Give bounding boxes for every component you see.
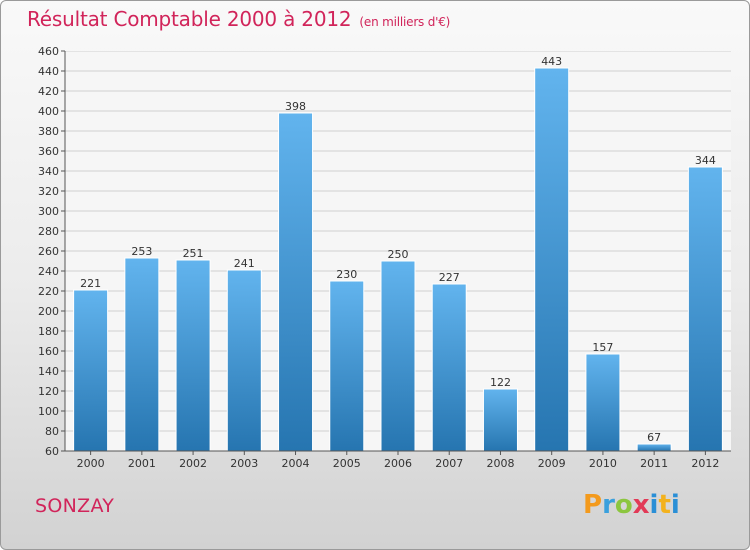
y-tick-label: 420 — [38, 85, 59, 98]
logo-letter-x: x — [632, 490, 650, 520]
data-label-2011: 67 — [647, 431, 661, 444]
data-label-2007: 227 — [439, 271, 460, 284]
y-tick-label: 220 — [38, 285, 59, 298]
bar-2000 — [73, 289, 109, 451]
bar-chart: 221 253 251 241 398 230 250 227 122 443 157 67 344 — [65, 51, 731, 451]
x-tick-label-2000: 2000 — [77, 457, 105, 470]
logo-letter-i2: i — [670, 490, 680, 520]
bar-2007 — [431, 283, 467, 451]
x-tick-label-2001: 2001 — [128, 457, 156, 470]
x-tick-label-2002: 2002 — [179, 457, 207, 470]
y-tick-label: 100 — [38, 405, 59, 418]
data-label-2012: 344 — [695, 154, 716, 167]
logo-letter-r: r — [602, 490, 615, 520]
data-label-2009: 443 — [541, 55, 562, 68]
bar-2011 — [636, 443, 672, 451]
x-tick-label-2007: 2007 — [435, 457, 463, 470]
bar-2002 — [175, 259, 211, 451]
logo-letter-p: P — [583, 490, 603, 520]
y-tick-label: 400 — [38, 105, 59, 118]
data-label-2000: 221 — [80, 277, 101, 290]
y-tick-label: 80 — [45, 425, 59, 438]
y-tick-label: 340 — [38, 165, 59, 178]
x-tick-label-2012: 2012 — [691, 457, 719, 470]
x-tick-label-2003: 2003 — [230, 457, 258, 470]
chart-subtitle: (en milliers d'€) — [359, 15, 451, 29]
data-label-2005: 230 — [336, 268, 357, 281]
bar-2008 — [482, 388, 518, 451]
x-tick-label-2011: 2011 — [640, 457, 668, 470]
y-tick-label: 440 — [38, 65, 59, 78]
x-tick-label-2005: 2005 — [333, 457, 361, 470]
data-label-2002: 251 — [183, 247, 204, 260]
x-tick-label-2004: 2004 — [282, 457, 310, 470]
y-tick-label: 240 — [38, 265, 59, 278]
y-tick-label: 360 — [38, 145, 59, 158]
data-label-2001: 253 — [131, 245, 152, 258]
y-tick-label: 120 — [38, 385, 59, 398]
bar-2009 — [534, 67, 570, 451]
y-tick-label: 280 — [38, 225, 59, 238]
x-tick-label-2006: 2006 — [384, 457, 412, 470]
data-label-2003: 241 — [234, 257, 255, 270]
y-tick-label: 380 — [38, 125, 59, 138]
chart-title-text: Résultat Comptable 2000 à 2012 — [27, 7, 352, 31]
commune-name: SONZAY — [35, 495, 115, 517]
chart-title: Résultat Comptable 2000 à 2012 (en millie… — [27, 7, 450, 31]
x-tick-label-2010: 2010 — [589, 457, 617, 470]
data-label-2006: 250 — [388, 248, 409, 261]
y-tick-label: 200 — [38, 305, 59, 318]
bar-2012 — [687, 166, 723, 451]
y-tick-label: 300 — [38, 205, 59, 218]
bar-2001 — [124, 257, 160, 451]
x-tick-label-2009: 2009 — [538, 457, 566, 470]
data-label-2010: 157 — [592, 341, 613, 354]
y-tick-label: 320 — [38, 185, 59, 198]
x-tick-label-2008: 2008 — [486, 457, 514, 470]
bar-2004 — [278, 112, 314, 451]
data-label-2008: 122 — [490, 376, 511, 389]
bar-2006 — [380, 260, 416, 451]
y-tick-label: 160 — [38, 345, 59, 358]
y-tick-label: 60 — [45, 445, 59, 458]
y-tick-label: 140 — [38, 365, 59, 378]
logo-letter-t: t — [658, 490, 671, 520]
bar-2005 — [329, 280, 365, 451]
y-tick-label: 460 — [38, 45, 59, 58]
y-tick-label: 260 — [38, 245, 59, 258]
logo-letter-o: o — [614, 490, 633, 520]
y-tick-label: 180 — [38, 325, 59, 338]
proxiti-logo: Proxiti — [583, 490, 680, 520]
data-label-2004: 398 — [285, 100, 306, 113]
bar-2003 — [226, 269, 262, 451]
logo-letter-i: i — [649, 490, 659, 520]
bar-2010 — [585, 353, 621, 451]
